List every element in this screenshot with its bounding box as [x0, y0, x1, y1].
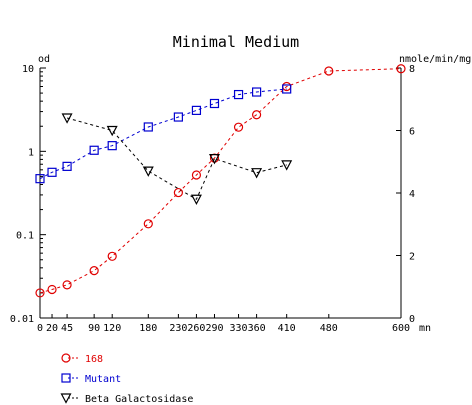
x-tick-label: 260 — [187, 323, 205, 334]
x-tick-label: 360 — [248, 323, 266, 334]
y-left-unit: od — [38, 54, 50, 65]
legend-label: Mutant — [85, 374, 121, 385]
series-line — [39, 68, 402, 294]
data-point — [89, 145, 99, 155]
x-tick-label: 120 — [103, 323, 121, 334]
legend-marker — [60, 393, 72, 404]
data-point — [252, 110, 262, 120]
chart-title: Minimal Medium — [173, 33, 299, 51]
x-tick-label: 600 — [392, 323, 410, 334]
x-tick-label: 230 — [169, 323, 187, 334]
data-point — [47, 167, 57, 177]
x-tick-label: 90 — [88, 323, 100, 334]
x-tick-label: 290 — [205, 323, 223, 334]
y-left-tick-label: 10 — [22, 64, 34, 75]
y-right-unit: nmole/min/mg — [399, 54, 471, 65]
x-tick-label: 180 — [139, 323, 157, 334]
x-tick-label: 20 — [46, 323, 58, 334]
data-point — [173, 187, 183, 198]
data-point — [62, 161, 72, 171]
data-point — [35, 174, 45, 184]
data-point — [143, 219, 153, 229]
legend-label: 168 — [85, 354, 103, 365]
x-tick-label: 0 — [37, 323, 43, 334]
x-tick-label: 330 — [230, 323, 248, 334]
series-line — [66, 117, 287, 201]
data-point — [324, 66, 334, 76]
data-point — [106, 125, 118, 137]
data-point — [190, 194, 202, 206]
data-point — [142, 166, 154, 177]
series-line — [39, 88, 287, 180]
y-left-tick-label: 0.1 — [16, 231, 34, 242]
data-point — [281, 160, 293, 171]
data-point — [208, 154, 220, 165]
data-point — [107, 141, 117, 151]
x-tick-label: 410 — [278, 323, 296, 334]
y-left-tick-label: 1 — [28, 147, 34, 158]
data-point — [173, 112, 183, 122]
y-right-tick-label: 6 — [409, 127, 415, 138]
data-point — [107, 251, 117, 261]
data-point — [143, 122, 153, 132]
data-point — [209, 98, 220, 109]
data-point — [62, 280, 72, 290]
data-point — [396, 64, 406, 74]
y-left-tick-label: 0.01 — [10, 314, 34, 325]
x-tick-label: 480 — [320, 323, 338, 334]
x-tick-label: 45 — [61, 323, 73, 334]
legend-label: Beta Galactosidase — [85, 394, 193, 405]
data-point — [61, 113, 73, 124]
data-point — [252, 87, 262, 97]
data-point — [233, 122, 244, 132]
legend-marker — [61, 353, 71, 363]
y-right-tick-label: 8 — [409, 64, 415, 75]
data-point — [282, 84, 292, 94]
data-point — [191, 105, 202, 115]
legend-marker — [61, 373, 71, 383]
data-point — [35, 288, 45, 298]
data-point — [47, 284, 57, 295]
y-right-tick-label: 0 — [409, 314, 415, 325]
y-right-tick-label: 4 — [409, 189, 415, 200]
data-point — [251, 168, 263, 179]
data-point — [191, 170, 202, 180]
data-point — [89, 266, 99, 276]
data-point — [233, 89, 244, 100]
y-right-tick-label: 2 — [409, 252, 415, 263]
x-unit: mn — [419, 323, 431, 334]
